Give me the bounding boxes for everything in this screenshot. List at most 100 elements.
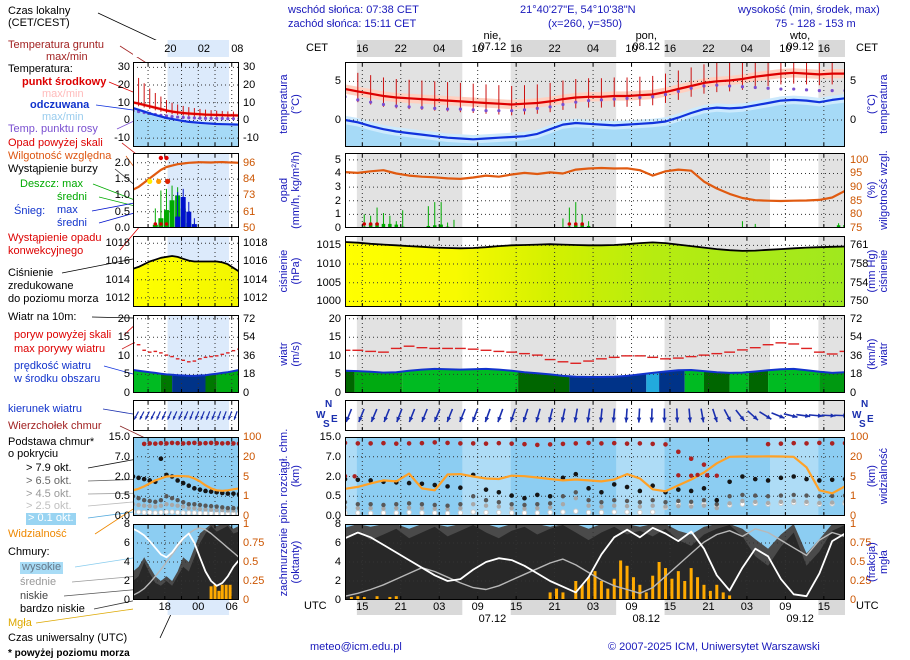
axis-tick-label: 09: [471, 601, 484, 613]
axis-tick-label: 21: [702, 601, 715, 613]
axis-tick-label: 0: [123, 387, 130, 399]
axis-tick-label: 21: [548, 601, 561, 613]
legend-clouds-heading: Chmury:: [8, 546, 50, 558]
axis-tick-label: 20: [243, 450, 256, 463]
strip-top-mini: [133, 40, 239, 57]
utc-time-label: Czas uniwersalny (UTC): [8, 632, 128, 644]
legend-cloud-top: Wierzchołek chmur: [8, 420, 102, 432]
legend-pressure-2: zredukowane: [8, 280, 74, 292]
axis-tick-label: 75: [850, 222, 863, 234]
legend-wind-heading: Wiatr na 10m:: [8, 311, 77, 323]
compass-e: E: [867, 414, 874, 425]
legend-ground-temp-maxmin: max/min: [46, 51, 88, 63]
compass-s: S: [859, 419, 866, 430]
axis-tick-label: 0.25: [850, 575, 872, 587]
axis-title-wind-right: (km/h) wiatr: [865, 338, 890, 370]
axis-tick-label: 16: [356, 43, 369, 55]
altitude-label: wysokość (min, środek, max): [738, 4, 880, 16]
axis-tick-label: 0: [243, 114, 250, 127]
axis-tick-label: 5: [334, 368, 341, 381]
axis-tick-label: 22: [548, 43, 561, 55]
axis-tick-label: 20: [117, 312, 130, 325]
axis-tick-label: 72: [850, 312, 863, 325]
axis-tick-label: 0.0: [114, 222, 130, 234]
axis-tick-label: 0: [850, 510, 857, 522]
axis-tick-label: 0: [334, 594, 341, 606]
axis-tick-label: 15: [817, 601, 830, 613]
axis-tick-label: 03: [740, 601, 754, 613]
compass-w: W: [852, 410, 862, 421]
axis-tick-label: 100: [243, 431, 262, 443]
axis-tick-label: 95: [850, 167, 863, 180]
axis-tick-label: 0: [243, 510, 250, 522]
legend-rain-mean: średni: [57, 191, 87, 203]
axis-tick-label: 10: [471, 43, 484, 55]
legend-cloud-base-2: o pokryciu: [8, 448, 59, 460]
axis-tick-label: 36: [243, 349, 256, 362]
axis-tick-label: 1016: [105, 255, 130, 268]
axis-tick-label: 20: [850, 450, 863, 463]
legend-visibility: Widzialność: [8, 528, 67, 540]
axis-tick-label: wto, 09.12: [786, 30, 814, 53]
main-panel-kier: [345, 400, 849, 431]
legend-feels-maxmin: max/min: [42, 111, 84, 123]
legend-clouds-high: wysokie: [20, 561, 64, 574]
footer-email-link[interactable]: meteo@icm.edu.pl: [310, 641, 402, 653]
axis-tick-label: 0: [850, 113, 857, 126]
axis-tick-label: 15: [328, 331, 341, 344]
axis-tick-label: 1: [243, 518, 250, 530]
axis-tick-label: 20: [117, 79, 130, 92]
axis-tick-label: 7.0: [325, 450, 341, 463]
axis-tick-label: 15: [510, 601, 523, 613]
utc-label-left: UTC: [304, 600, 327, 612]
legend-okta-79: > 7.9 okt.: [26, 462, 72, 474]
axis-tick-label: 758: [850, 258, 869, 271]
axis-tick-label: 2: [123, 575, 130, 587]
axis-tick-label: 18: [850, 368, 863, 381]
axis-tick-label: 2.0: [114, 156, 130, 169]
axis-tick-label: 72: [243, 312, 256, 325]
axis-tick-label: 0.5: [325, 490, 341, 503]
altitude-values: 75 - 128 - 153 m: [775, 18, 856, 30]
axis-tick-label: 100: [850, 153, 869, 166]
legend-temperature-heading: Temperatura:: [8, 63, 73, 75]
legend-clouds-verylow: bardzo niskie: [20, 603, 85, 615]
axis-tick-label: 16: [510, 43, 523, 55]
axis-tick-label: 20: [328, 312, 341, 325]
axis-tick-label: 1: [850, 518, 857, 530]
axis-tick-label: 5: [123, 368, 130, 381]
axis-tick-label: 0: [243, 594, 250, 606]
axis-tick-label: 2: [334, 194, 341, 207]
legend-feels-like: odczuwana: [30, 99, 90, 111]
axis-tick-label: 16: [817, 43, 830, 55]
main-panel-pion: [342, 437, 848, 516]
legend-convective-1: Wystąpienie opadu: [8, 232, 102, 244]
sunset-label: zachód słońca: 15:11 CET: [288, 18, 417, 30]
axis-tick-label: 8: [334, 518, 341, 530]
coordinates-label: 21°40'27"E, 54°10'38"N: [520, 4, 636, 16]
legend-fog: Mgła: [8, 617, 32, 629]
legend-storm: Wystąpienie burzy: [8, 163, 98, 175]
legend-wind-direction: kierunek wiatru: [8, 403, 82, 415]
cet-label-left: CET: [306, 42, 328, 54]
axis-tick-label: 0.25: [243, 575, 265, 587]
legend-wind-speed-1: prędkość wiatru: [14, 360, 92, 372]
legend-wind-speed-2: w środku obszaru: [14, 373, 101, 385]
axis-tick-label: 1018: [105, 237, 130, 250]
axis-tick-label: 5: [243, 470, 250, 483]
legend-okta-25: > 2.5 okt.: [26, 500, 72, 512]
legend-okta-45: > 4.5 okt.: [26, 488, 72, 500]
axis-tick-label: 03: [433, 601, 446, 613]
axis-tick-label: 73: [243, 189, 256, 202]
axis-tick-label: 6: [123, 537, 130, 549]
mini-panel-temp: [131, 62, 241, 147]
utc-label-right: UTC: [856, 600, 879, 612]
compass-s: S: [323, 419, 330, 430]
compass-right: N W E S: [852, 399, 876, 431]
cet-label-right: CET: [856, 42, 878, 54]
axis-tick-label: 2: [334, 575, 341, 587]
axis-tick-label: 10: [117, 349, 130, 362]
